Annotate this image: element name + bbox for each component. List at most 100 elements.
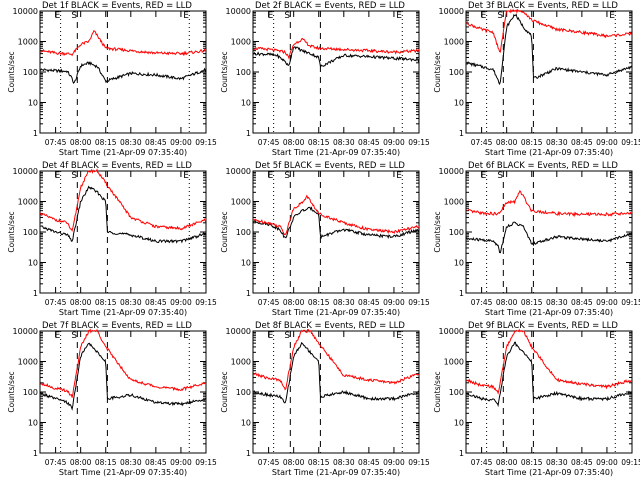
events-series-line xyxy=(466,221,633,254)
chart-panel-2: 1 10 100 1000 10000 07:45 08:00 08:15 08:30 08:45… xyxy=(220,1,430,157)
y-tick-label: 1000 xyxy=(231,38,251,47)
y-tick-label: 100 xyxy=(23,228,38,237)
x-axis-label: Start Time (21-Apr-09 07:35:40) xyxy=(59,308,187,317)
interval-marker-E: E xyxy=(609,331,615,341)
y-tick-label: 10000 xyxy=(13,327,38,336)
x-tick-label: 08:15 xyxy=(308,138,330,147)
interval-marker-E: E xyxy=(268,331,274,341)
x-tick-label: 08:15 xyxy=(308,458,330,467)
y-tick-label: 100 xyxy=(449,68,464,77)
interval-marker-E: E xyxy=(55,171,61,181)
x-tick-label: 08:15 xyxy=(308,298,330,307)
x-tick-label: 08:30 xyxy=(546,458,568,467)
y-tick-label: 1000 xyxy=(18,358,38,367)
x-tick-label: 08:15 xyxy=(521,458,543,467)
interval-marker-E: E xyxy=(268,171,274,181)
y-tick-label: 100 xyxy=(236,228,251,237)
y-tick-label: 1000 xyxy=(444,38,464,47)
interval-marker-E: E xyxy=(609,171,615,181)
interval-marker-E: E xyxy=(481,331,487,341)
x-tick-label: 09:00 xyxy=(383,138,405,147)
x-tick-label: 08:00 xyxy=(496,458,518,467)
plot-frame xyxy=(465,170,633,294)
lld-series-line xyxy=(40,30,207,57)
x-axis-label: Start Time (21-Apr-09 07:35:40) xyxy=(272,148,400,157)
y-tick-label: 10000 xyxy=(13,7,38,16)
y-tick-label: 10 xyxy=(241,259,251,268)
chart-panel-6: 1 10 100 1000 10000 07:45 08:00 08:15 08:30 08:45… xyxy=(433,161,640,317)
x-axis-label: Start Time (21-Apr-09 07:35:40) xyxy=(59,148,187,157)
y-tick-label: 1000 xyxy=(231,198,251,207)
y-tick-label: 10000 xyxy=(439,327,464,336)
events-series-line xyxy=(466,341,633,408)
y-tick-label: 10 xyxy=(454,259,464,268)
x-tick-label: 09:00 xyxy=(170,458,192,467)
x-tick-label: 09:15 xyxy=(408,298,430,307)
plot-title: Det 9f BLACK = Events, RED = LLD xyxy=(468,321,618,331)
interval-marker-E: E xyxy=(481,171,487,181)
lld-series-line xyxy=(253,329,419,391)
y-tick-label: 10 xyxy=(241,419,251,428)
y-tick-label: 10000 xyxy=(13,167,38,176)
x-tick-label: 09:00 xyxy=(596,458,618,467)
interval-marker-S: S xyxy=(71,11,77,21)
y-axis-label: Counts/sec xyxy=(220,371,229,412)
interval-marker-S: S xyxy=(284,171,290,181)
x-tick-label: 07:45 xyxy=(471,298,493,307)
y-tick-label: 10 xyxy=(28,99,38,108)
interval-marker-S: S xyxy=(284,331,290,341)
x-tick-label: 08:30 xyxy=(333,298,355,307)
x-tick-label: 09:15 xyxy=(621,138,640,147)
x-tick-label: 08:45 xyxy=(571,458,593,467)
lld-series-line xyxy=(466,328,632,395)
y-tick-label: 100 xyxy=(23,68,38,77)
y-tick-label: 1 xyxy=(33,129,38,138)
x-tick-label: 07:45 xyxy=(258,458,280,467)
plot-title: Det 4f BLACK = Events, RED = LLD xyxy=(42,161,192,171)
plot-title: Det 2f BLACK = Events, RED = LLD xyxy=(255,1,405,11)
x-tick-label: 09:15 xyxy=(621,458,640,467)
chart-panel-1: 1 10 100 1000 10000 07:45 08:00 08:15 08:30 08:45… xyxy=(7,1,217,157)
y-tick-label: 1 xyxy=(33,289,38,298)
x-tick-label: 08:30 xyxy=(546,298,568,307)
y-tick-label: 1 xyxy=(246,129,251,138)
x-tick-label: 09:15 xyxy=(408,458,430,467)
x-axis-label: Start Time (21-Apr-09 07:35:40) xyxy=(485,308,613,317)
plot-frame xyxy=(252,330,420,454)
interval-marker-E: E xyxy=(396,11,402,21)
x-tick-label: 08:45 xyxy=(145,458,167,467)
x-tick-label: 08:30 xyxy=(120,138,142,147)
x-tick-label: 08:00 xyxy=(283,458,305,467)
x-tick-label: 07:45 xyxy=(45,298,67,307)
x-tick-label: 08:15 xyxy=(521,138,543,147)
lld-series-line xyxy=(40,168,207,233)
chart-panel-8: 1 10 100 1000 10000 07:45 08:00 08:15 08:30 08:45… xyxy=(220,321,430,477)
x-tick-label: 09:15 xyxy=(195,298,217,307)
plot-title: Det 5f BLACK = Events, RED = LLD xyxy=(255,161,405,171)
interval-marker-E: E xyxy=(183,11,189,21)
interval-marker-E: E xyxy=(183,171,189,181)
y-tick-label: 1 xyxy=(459,289,464,298)
plot-title: Det 3f BLACK = Events, RED = LLD xyxy=(468,1,618,11)
y-axis-label: Counts/sec xyxy=(7,211,16,252)
x-tick-label: 08:45 xyxy=(358,138,380,147)
x-tick-label: 07:45 xyxy=(258,138,280,147)
chart-panel-4: 1 10 100 1000 10000 07:45 08:00 08:15 08:30 08:45… xyxy=(7,161,217,317)
events-series-line xyxy=(253,341,420,404)
y-tick-label: 1 xyxy=(246,449,251,458)
interval-marker-E: E xyxy=(396,331,402,341)
x-tick-label: 09:15 xyxy=(408,138,430,147)
lld-series-line xyxy=(40,328,207,398)
events-series-line xyxy=(253,45,420,69)
chart-panel-3: 1 10 100 1000 10000 07:45 08:00 08:15 08:30 08:45… xyxy=(433,1,640,157)
interval-marker-E: E xyxy=(396,171,402,181)
interval-marker-E: E xyxy=(609,11,615,21)
x-axis-label: Start Time (21-Apr-09 07:35:40) xyxy=(485,148,613,157)
x-tick-label: 07:45 xyxy=(258,298,280,307)
x-tick-label: 08:30 xyxy=(120,298,142,307)
y-tick-label: 100 xyxy=(23,388,38,397)
y-tick-label: 1 xyxy=(33,449,38,458)
interval-marker-S: S xyxy=(71,171,77,181)
plot-frame xyxy=(465,330,633,454)
plot-title: Det 7f BLACK = Events, RED = LLD xyxy=(42,321,192,331)
